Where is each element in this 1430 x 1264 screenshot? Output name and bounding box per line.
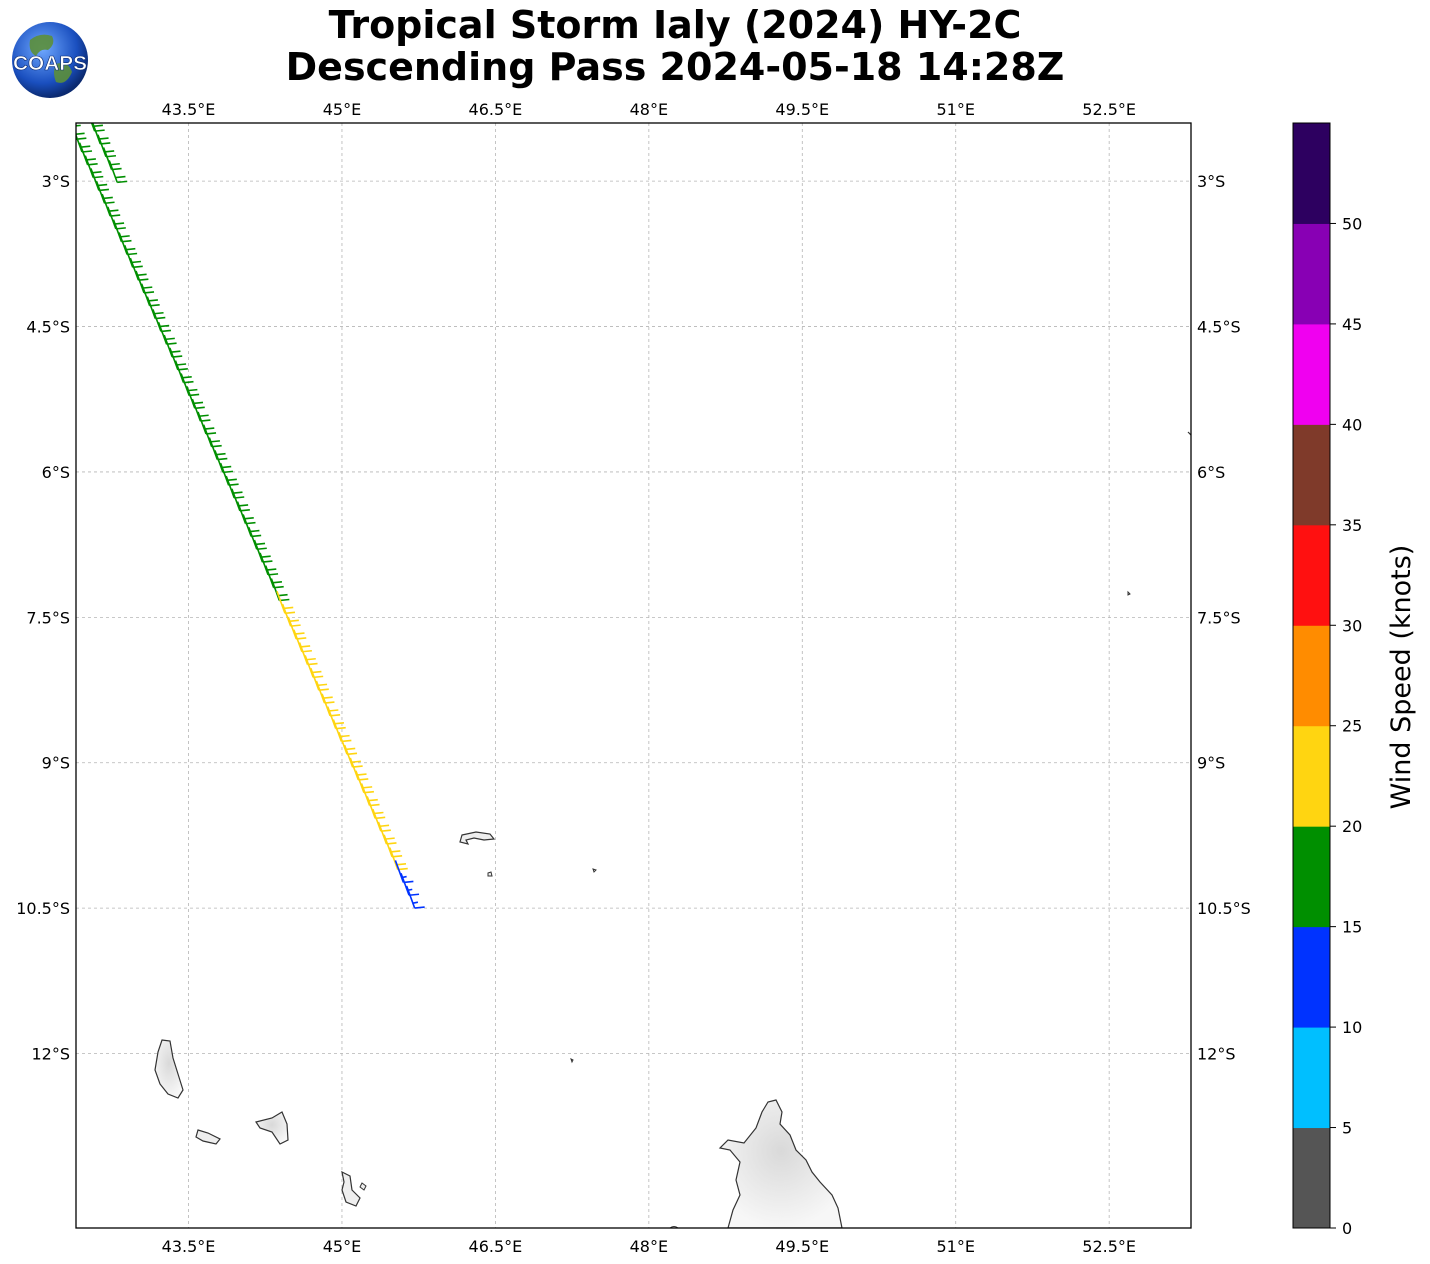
logo-text: COAPS <box>13 53 87 75</box>
colorbar-segment <box>1293 323 1330 425</box>
lat-tick-label-left: 4.5°S <box>26 318 70 337</box>
lon-tick-label-top: 51°E <box>936 100 974 119</box>
map-frame-background <box>76 123 1191 1228</box>
title-line-1: Tropical Storm Ialy (2024) HY-2C <box>328 3 1022 47</box>
lon-tick-label-bottom: 49.5°E <box>775 1237 829 1256</box>
lon-tick-label-bottom: 45°E <box>323 1237 361 1256</box>
lon-tick-label-bottom: 51°E <box>936 1237 974 1256</box>
lon-tick-label-top: 48°E <box>630 100 668 119</box>
lon-tick-label-top: 52.5°E <box>1082 100 1136 119</box>
colorbar-tick-label: 20 <box>1342 817 1362 836</box>
colorbar-tick-label: 30 <box>1342 616 1362 635</box>
lat-tick-label-left: 7.5°S <box>26 608 70 627</box>
chart-title: Tropical Storm Ialy (2024) HY-2C Descend… <box>0 4 1350 88</box>
lat-tick-label-right: 12°S <box>1197 1045 1236 1064</box>
colorbar-segment <box>1293 625 1330 727</box>
colorbar-tick-label: 45 <box>1342 315 1362 334</box>
title-line-2: Descending Pass 2024-05-18 14:28Z <box>285 45 1065 89</box>
colorbar-segment <box>1293 1127 1330 1229</box>
colorbar-tick-label: 15 <box>1342 918 1362 937</box>
lat-tick-label-right: 7.5°S <box>1197 608 1241 627</box>
lat-tick-label-left: 9°S <box>42 754 70 773</box>
wind-barb <box>108 160 128 184</box>
colorbar-tick-label: 50 <box>1342 214 1362 233</box>
lon-tick-label-bottom: 46.5°E <box>469 1237 523 1256</box>
colorbar-tick-label: 40 <box>1342 415 1362 434</box>
lon-tick-label-top: 45°E <box>323 100 361 119</box>
lat-tick-label-left: 12°S <box>31 1045 70 1064</box>
lat-tick-label-right: 6°S <box>1197 463 1225 482</box>
lat-tick-label-left: 6°S <box>42 463 70 482</box>
colorbar-segment <box>1293 826 1330 928</box>
map-frame-border <box>75 122 1192 1229</box>
colorbar-segment <box>1293 524 1330 626</box>
colorbar-segment <box>1293 725 1330 827</box>
lat-tick-label-right: 3°S <box>1197 172 1225 191</box>
land-masses <box>154 431 1191 1228</box>
lon-tick-label-top: 49.5°E <box>775 100 829 119</box>
colorbar-tick-label: 5 <box>1342 1119 1352 1138</box>
gridlines <box>76 123 1191 1228</box>
wind-barb <box>76 124 81 127</box>
lat-tick-label-right: 4.5°S <box>1197 318 1241 337</box>
lat-tick-label-right: 9°S <box>1197 754 1225 773</box>
wind-barb <box>405 885 425 909</box>
colorbar-border <box>1292 122 1331 1229</box>
lon-tick-label-bottom: 48°E <box>630 1237 668 1256</box>
axis-ticks: 43.5°E 43.5°E 45°E 45°E 46.5°E 46.5°E 48°E 48°E… <box>16 100 1251 1256</box>
colorbar-segment <box>1293 123 1330 224</box>
lon-tick-label-bottom: 43.5°E <box>162 1237 216 1256</box>
lon-tick-label-top: 46.5°E <box>469 100 523 119</box>
colorbar-segment <box>1293 926 1330 1028</box>
lat-tick-label-left: 10.5°S <box>16 899 70 918</box>
colorbar: 0 5 10 15 20 25 30 35 40 45 50 <box>1292 122 1362 1238</box>
island-mayotte <box>341 1170 361 1207</box>
colorbar-tick-label: 25 <box>1342 717 1362 736</box>
colorbar-segment <box>1293 1027 1330 1129</box>
colorbar-segment <box>1293 424 1330 526</box>
colorbar-tick-label: 10 <box>1342 1018 1362 1037</box>
island-grande-comore <box>154 1039 184 1099</box>
colorbar-title: Wind Speed (knots) <box>1386 545 1417 810</box>
island-moheli <box>195 1129 221 1145</box>
coaps-logo: COAPS <box>12 22 88 98</box>
colorbar-tick-label: 35 <box>1342 516 1362 535</box>
island-anjouan <box>255 1111 289 1145</box>
lon-tick-label-bottom: 52.5°E <box>1082 1237 1136 1256</box>
colorbar-segment <box>1293 223 1330 325</box>
colorbar-tick-label: 0 <box>1342 1219 1352 1238</box>
island-aldabra <box>459 831 496 845</box>
wind-barbs <box>76 123 425 909</box>
lat-tick-label-left: 3°S <box>42 172 70 191</box>
land-madagascar <box>718 1099 843 1228</box>
lat-tick-label-right: 10.5°S <box>1197 899 1251 918</box>
lon-tick-label-top: 43.5°E <box>162 100 216 119</box>
